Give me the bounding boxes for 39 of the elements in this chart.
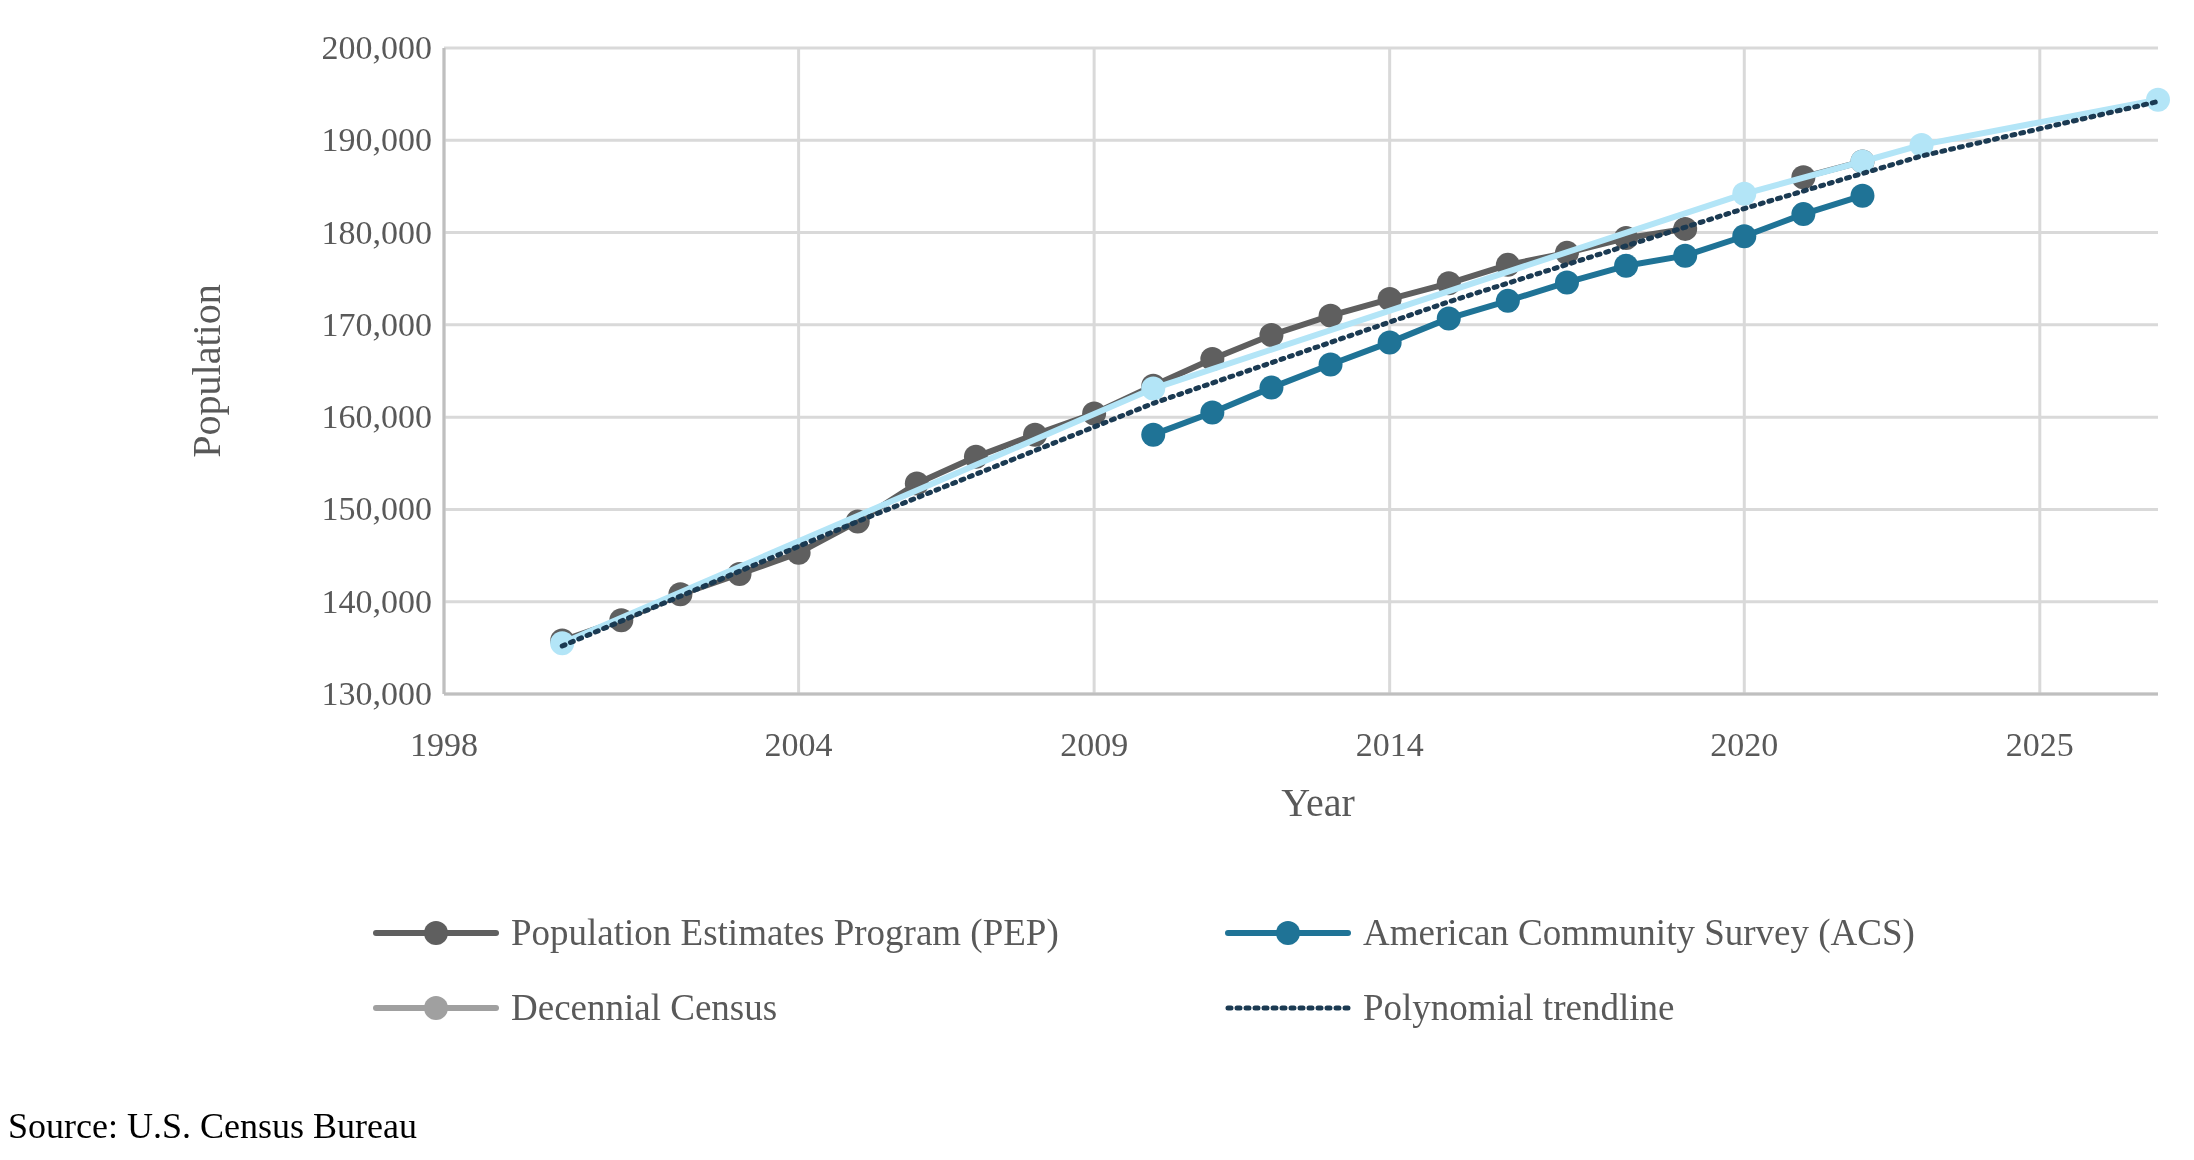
y-axis-title: Population [184, 284, 229, 458]
x-tick-label: 1998 [410, 726, 478, 763]
x-axis-title: Year [1281, 780, 1355, 825]
legend-label: Decennial Census [511, 987, 778, 1028]
point [1141, 422, 1166, 447]
legend-label: American Community Survey (ACS) [1363, 912, 1915, 954]
point [1732, 181, 1757, 206]
y-tick-label: 130,000 [321, 675, 432, 712]
point [1259, 375, 1284, 400]
point [1850, 183, 1875, 208]
point [1318, 303, 1343, 328]
point [1554, 270, 1579, 295]
y-tick-label: 140,000 [321, 582, 432, 620]
point [1259, 323, 1284, 348]
x-tick-label: 2014 [1355, 726, 1424, 763]
x-tick-label: 2025 [2005, 726, 2074, 763]
y-tick-label: 160,000 [321, 398, 432, 436]
point [1732, 224, 1757, 249]
point [1200, 400, 1225, 425]
x-tick-label: 2020 [1710, 726, 1779, 763]
y-tick-label: 170,000 [321, 305, 432, 343]
point [1377, 330, 1402, 355]
legend-label: Polynomial trendline [1363, 987, 1675, 1028]
point [1791, 202, 1816, 227]
point [1318, 352, 1343, 377]
point [1495, 288, 1520, 313]
source-note: Source: U.S. Census Bureau [8, 1106, 417, 1146]
point [1673, 243, 1698, 268]
point [2146, 87, 2170, 112]
y-tick-label: 200,000 [321, 29, 432, 66]
y-tick-label: 190,000 [321, 121, 432, 159]
point [1614, 253, 1639, 278]
point [1436, 306, 1461, 331]
point [1909, 132, 1934, 157]
legend-label: Population Estimates Program (PEP) [511, 912, 1059, 954]
x-tick-label: 2009 [1060, 726, 1129, 763]
y-tick-label: 180,000 [321, 213, 432, 251]
x-tick-label: 2004 [764, 726, 833, 763]
y-tick-label: 150,000 [321, 490, 432, 528]
